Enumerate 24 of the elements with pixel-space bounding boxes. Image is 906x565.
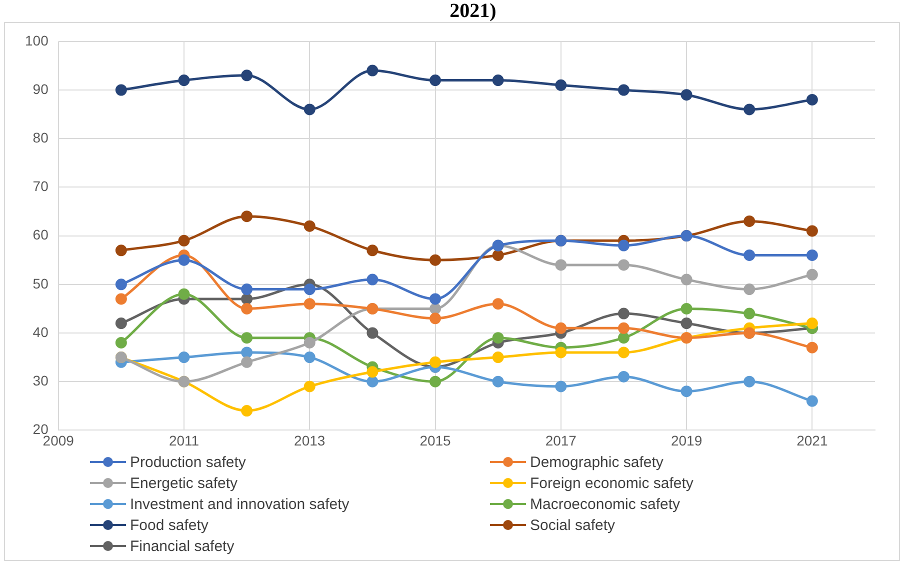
x-tick-label: 2021 xyxy=(796,432,828,448)
legend-label: Macroeconomic safety xyxy=(530,496,680,512)
legend-label: Investment and innovation safety xyxy=(130,496,350,512)
legend-label: Demographic safety xyxy=(530,454,664,470)
legend-label: Social safety xyxy=(530,516,616,534)
legend-label: Energetic safety xyxy=(130,474,238,492)
x-tick-label: 2013 xyxy=(294,432,326,448)
y-tick-label: 80 xyxy=(32,129,49,146)
y-tick-label: 40 xyxy=(32,324,49,340)
y-tick-label: 50 xyxy=(32,275,49,292)
y-tick-label: 30 xyxy=(32,372,49,388)
y-tick-label: 60 xyxy=(32,226,49,243)
x-tick-label: 2015 xyxy=(420,432,452,448)
chart-title: 2021) xyxy=(448,0,498,22)
legend-label: Production safety xyxy=(130,454,246,470)
y-tick-label: 70 xyxy=(32,178,49,194)
x-tick-label: 2019 xyxy=(670,432,702,448)
y-tick-label: 100 xyxy=(25,32,49,48)
legend-label: Foreign economic safety xyxy=(530,474,694,492)
y-tick-label: 90 xyxy=(32,80,49,97)
legend-label: Financial safety xyxy=(130,538,234,554)
x-tick-label: 2017 xyxy=(545,432,577,448)
x-tick-label: 2011 xyxy=(168,432,200,448)
legend-label: Food safety xyxy=(130,516,208,534)
